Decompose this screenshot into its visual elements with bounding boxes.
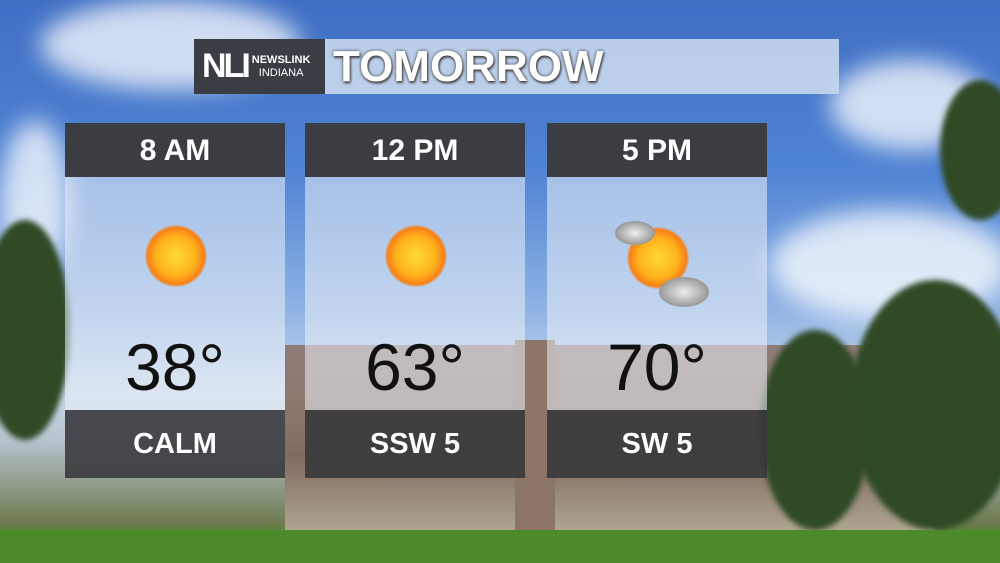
background-tree [940, 80, 1000, 220]
panel-time: 8 AM [65, 123, 285, 177]
panel-temperature: 38° [125, 330, 225, 404]
forecast-panel-8am: 8 AM 38° CALM [65, 123, 285, 478]
title-bar: NLI NEWSLINK INDIANA TOMORROW [194, 39, 839, 94]
newslink-logo: NLI NEWSLINK INDIANA [194, 39, 325, 94]
forecast-panel-5pm: 5 PM 70° SW 5 [547, 123, 767, 478]
background-tree [760, 330, 870, 530]
panel-time: 5 PM [547, 123, 767, 177]
panel-temperature: 63° [365, 330, 465, 404]
panel-temperature: 70° [607, 330, 707, 404]
background-tree [850, 280, 1000, 530]
forecast-panel-12pm: 12 PM 63° SSW 5 [305, 123, 525, 478]
sun-icon [385, 225, 447, 287]
background-lawn [0, 530, 1000, 563]
background-tree [0, 220, 70, 440]
logo-line2: INDIANA [258, 66, 304, 79]
panel-wind: SW 5 [547, 410, 767, 478]
sun-icon [145, 225, 207, 287]
panel-wind: CALM [65, 410, 285, 478]
logo-text: NEWSLINK INDIANA [252, 54, 311, 80]
logo-mark: NLI [202, 47, 251, 85]
panel-time: 12 PM [305, 123, 525, 177]
page-title: TOMORROW [333, 42, 604, 91]
logo-line1: NEWSLINK [251, 53, 311, 66]
panel-wind: SSW 5 [305, 410, 525, 478]
